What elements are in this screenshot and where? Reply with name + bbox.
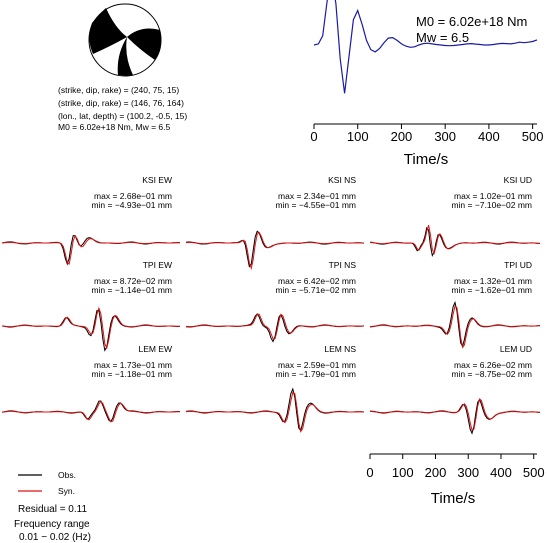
waveform-x-tick-label: 300: [457, 465, 479, 480]
observed-trace: [185, 387, 365, 432]
waveform-max-text: max = 2.34e−01 mm: [278, 191, 356, 201]
waveform-station-label: KSI UD: [504, 175, 532, 185]
waveform-max-text: max = 1.73e−01 mm: [94, 360, 172, 370]
waveform-x-tick-label: 100: [392, 465, 414, 480]
stf-m0-text: M0 = 6.02e+18 Nm: [416, 14, 527, 29]
waveform-station-label: LEM UD: [500, 344, 532, 354]
beachball-quadrant-bottom: [117, 37, 133, 76]
mechanism-line-4: M0 = 6.02e+18 Nm, Mw = 6.5: [58, 122, 170, 132]
stf-x-tick-label: 100: [347, 129, 369, 144]
stf-x-tick-label: 400: [478, 129, 500, 144]
legend: Obs. Syn.: [18, 470, 76, 496]
synthetic-trace: [1, 306, 181, 350]
synthetic-trace: [185, 313, 365, 340]
waveform-min-text: min = −4.93e−01 mm: [91, 200, 172, 210]
synthetic-trace: [369, 305, 541, 349]
waveform-min-text: min = −1.14e−01 mm: [91, 285, 172, 295]
waveform-x-axis-label: Time/s: [431, 490, 475, 507]
legend-obs-label: Obs.: [58, 470, 76, 480]
stf-x-tick-label: 300: [434, 129, 456, 144]
synthetic-trace: [185, 231, 365, 271]
waveform-min-text: min = −8.75e−02 mm: [451, 369, 532, 379]
stf-series-line: [313, 0, 538, 94]
waveform-min-text: min = −5.71e−02 mm: [275, 285, 356, 295]
stf-mw-text: Mw = 6.5: [416, 30, 469, 45]
synthetic-trace: [1, 400, 180, 423]
waveform-x-tick-label: 0: [366, 465, 373, 480]
frequency-range-value: 0.01 − 0.02 (Hz): [19, 532, 91, 543]
waveform-x-tick-label: 400: [490, 465, 512, 480]
waveform-min-text: min = −1.79e−01 mm: [275, 369, 356, 379]
observed-trace: [1, 400, 180, 423]
waveform-max-text: max = 6.26e−02 mm: [454, 360, 532, 370]
beachball-quadrant-left: [89, 8, 127, 54]
waveform-station-label: KSI EW: [142, 175, 172, 185]
waveform-max-text: max = 1.32e−01 mm: [454, 276, 532, 286]
synthetic-trace: [369, 224, 541, 255]
focal-mechanism: [88, 3, 162, 77]
observed-trace: [369, 226, 541, 257]
waveform-max-text: max = 2.68e−01 mm: [94, 191, 172, 201]
waveform-time-axis: 0 100 200 300 400 500 Time/s: [366, 453, 545, 507]
waveform-min-text: min = −1.62e−01 mm: [451, 285, 532, 295]
mechanism-line-3: (lon., lat, depth) = (100.2, -0.5, 15): [58, 111, 187, 121]
stf-x-tick-label: 200: [391, 129, 413, 144]
waveform-station-label: KSI NS: [328, 175, 356, 185]
waveform-min-text: min = −7.10e−02 mm: [451, 200, 532, 210]
synthetic-trace: [185, 391, 365, 433]
observed-trace: [369, 300, 541, 348]
waveform-station-label: TPI NS: [329, 260, 357, 270]
waveform-min-text: min = −1.18e−01 mm: [91, 369, 172, 379]
beachball-quadrant-right: [127, 28, 162, 60]
waveform-max-text: max = 2.59e−01 mm: [278, 360, 356, 370]
waveform-station-label: LEM EW: [138, 344, 172, 354]
waveform-min-text: min = −4.55e−01 mm: [275, 200, 356, 210]
waveform-station-label: TPI UD: [504, 260, 532, 270]
observed-trace: [369, 398, 541, 435]
mechanism-line-2: (strike, dip, rake) = (146, 76, 164): [58, 98, 184, 108]
waveform-station-label: LEM NS: [324, 344, 356, 354]
mechanism-line-1: (strike, dip, rake) = (240, 75, 15): [58, 85, 179, 95]
waveform-station-label: TPI EW: [143, 260, 172, 270]
residual-text: Residual = 0.11: [18, 504, 87, 515]
waveform-x-tick-label: 200: [425, 465, 447, 480]
frequency-range-label: Frequency range: [14, 519, 90, 530]
stf-x-tick-label: 0: [310, 129, 317, 144]
stf-x-tick-label: 500: [522, 129, 544, 144]
waveform-x-tick-label: 500: [523, 465, 545, 480]
legend-syn-label: Syn.: [58, 486, 75, 496]
synthetic-trace: [370, 398, 541, 431]
waveform-max-text: max = 1.02e−01 mm: [454, 191, 532, 201]
waveform-max-text: max = 6.42e−02 mm: [278, 276, 356, 286]
source-time-function-chart: 0 100 200 300 400 500 M0 = 6.02e+18 Nm Mw = 6…: [310, 0, 543, 168]
synthetic-trace: [1, 234, 180, 265]
waveform-max-text: max = 8.72e−02 mm: [94, 276, 172, 286]
stf-x-axis-label: Time/s: [404, 151, 448, 168]
